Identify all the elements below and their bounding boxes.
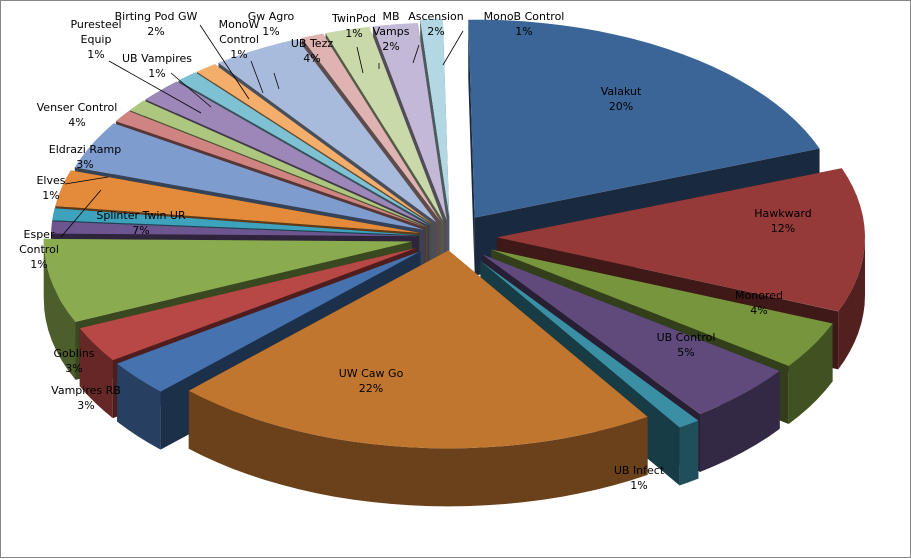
data-label-esper-control: Esper Control 1% <box>19 228 59 271</box>
data-label-elves: Elves 1% <box>36 174 65 202</box>
data-label-ub-control: UB Control 5% <box>657 331 716 359</box>
data-label-ascension: Ascension 2% <box>408 10 464 38</box>
data-label-monow-control: MonoW Control 1% <box>219 18 260 61</box>
data-label-mb-vamps: MB Vamps 2% <box>373 10 410 53</box>
data-label-venser-control: Venser Control 4% <box>37 101 118 129</box>
data-label-ub-tezz: UB Tezz 4% <box>291 37 333 65</box>
leader-line <box>108 60 202 114</box>
leader-line <box>412 44 420 64</box>
data-label-twinpod: TwinPod 1% <box>331 12 376 40</box>
leader-line <box>273 72 280 90</box>
leader-line <box>60 189 102 238</box>
leader-line <box>250 60 264 94</box>
data-label-vampires-rb: Vampires RB 3% <box>51 384 121 412</box>
leader-line <box>170 72 212 108</box>
data-label-eldrazi-ramp: Eldrazi Ramp 3% <box>49 143 121 171</box>
data-label-ub-vampires: UB Vampires 1% <box>122 52 192 80</box>
leader-line <box>356 46 364 74</box>
data-label-monored: Monored 4% <box>735 289 783 317</box>
data-label-valakut: Valakut 20% <box>601 85 642 113</box>
data-label-monob-control: MonoB Control 1% <box>484 10 565 38</box>
data-label-uw-caw-go: UW Caw Go 22% <box>339 367 404 395</box>
data-label-birting-pod-gw: Birting Pod GW 2% <box>115 10 198 38</box>
data-label-hawkward: Hawkward 12% <box>754 207 811 235</box>
data-label-puresteel-equip: Puresteel Equip 1% <box>70 18 121 61</box>
pie-slice-uw-caw-go <box>188 250 648 507</box>
data-label-gw-agro: Gw Agro 1% <box>248 10 295 38</box>
data-label-ub-infect: UB Infect 1% <box>614 464 665 492</box>
leader-line <box>199 24 250 100</box>
leader-line <box>64 176 109 185</box>
data-label-goblins: Goblins 3% <box>53 347 94 375</box>
leader-line <box>442 30 464 66</box>
data-label-splinter-twin-ur: Splinter Twin UR 7% <box>96 209 186 237</box>
